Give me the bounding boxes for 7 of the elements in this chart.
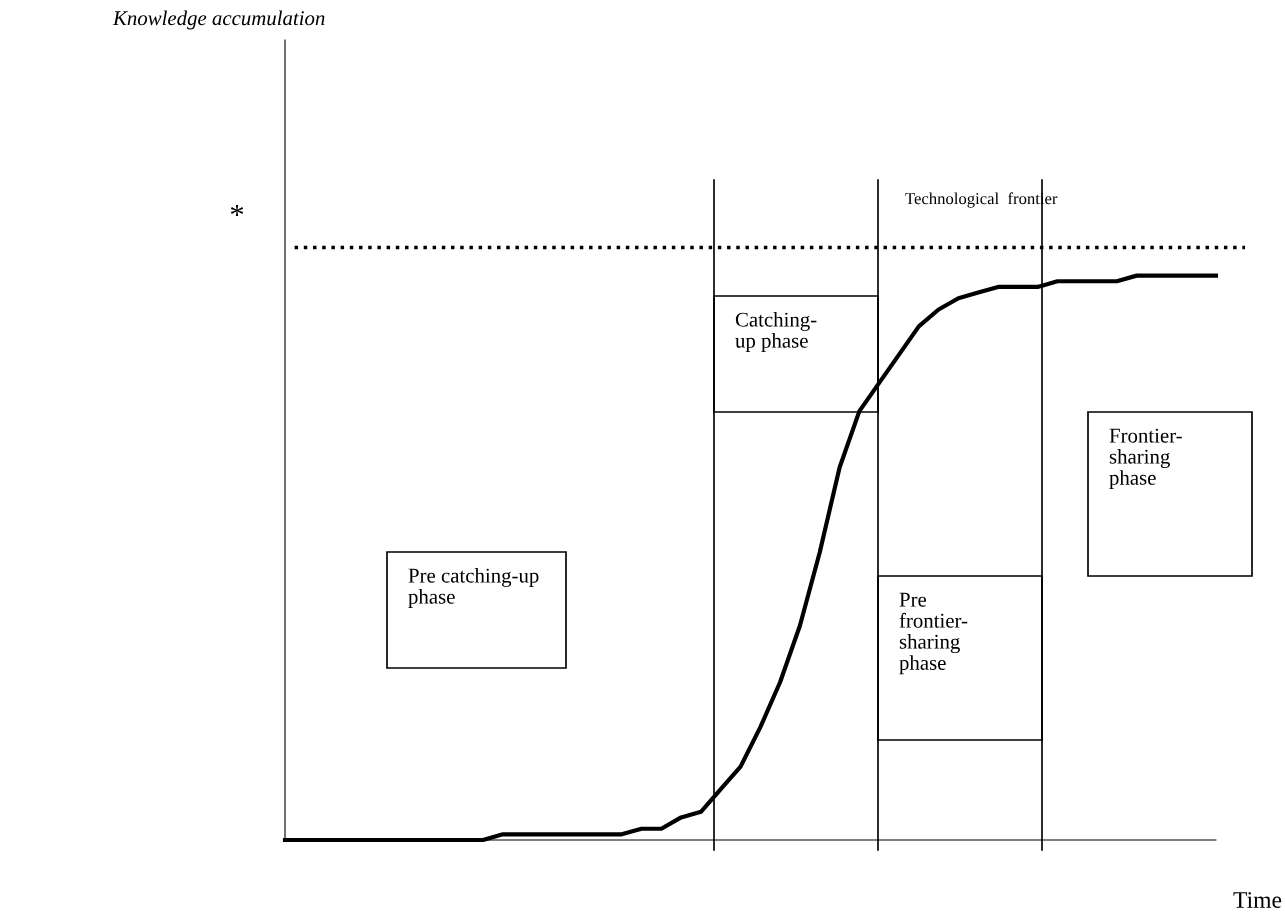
annotation: Catching- up phase [735,312,817,353]
annotation: Frontier- sharing phase [1109,428,1182,490]
text: Knowledge accumulation [112,10,325,30]
annotation: Pre frontier- sharing phase [899,592,968,675]
ref-line-label: * [230,204,244,217]
annotation: Pre catching-up phase [408,568,539,609]
x-axis-title: Time [1233,892,1282,908]
